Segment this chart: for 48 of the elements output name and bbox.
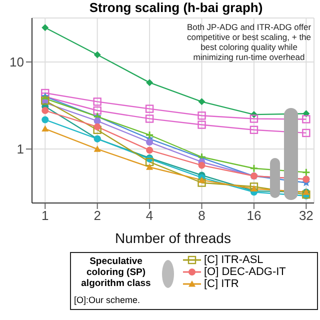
point <box>42 107 49 114</box>
point <box>94 51 101 58</box>
point <box>146 138 154 146</box>
point <box>93 126 102 134</box>
point <box>198 112 206 120</box>
legend-label: [O] DEC-ADG-IT <box>204 266 286 278</box>
point <box>145 158 154 166</box>
point <box>146 79 154 86</box>
point <box>146 146 154 154</box>
point <box>250 185 258 192</box>
annotation: Both JP-ADG and ITR-ADG offer competitive or best scaling, + the best coloring quality while minimizing run-time overhead <box>186 22 312 62</box>
point <box>93 98 102 106</box>
legend-label: [C] ITR <box>204 278 239 290</box>
x-tick-label: 8 <box>198 208 206 224</box>
point <box>198 176 206 183</box>
point <box>250 164 258 173</box>
point <box>250 114 258 123</box>
point <box>198 120 206 129</box>
point <box>94 146 101 152</box>
point <box>94 123 101 130</box>
point <box>94 117 101 124</box>
point <box>42 125 49 132</box>
text: Speculative coloring (SP) algorithm class <box>80 256 152 289</box>
point <box>93 106 102 115</box>
x-tick-label: 2 <box>94 208 101 224</box>
x-tick-label: 32 <box>298 208 314 224</box>
x-tick-label: 16 <box>246 208 262 224</box>
point <box>145 104 154 113</box>
point <box>145 130 154 140</box>
point <box>198 162 206 169</box>
text: [O]:Our scheme. <box>74 295 140 305</box>
point <box>198 98 206 106</box>
point <box>250 126 258 134</box>
point <box>302 128 310 138</box>
legend-label: [C] ITR-ASL <box>204 254 264 266</box>
point <box>42 24 49 32</box>
point <box>42 116 49 124</box>
point <box>198 178 206 187</box>
x-tick-label: 4 <box>146 208 154 224</box>
x-axis-title: Number of threads <box>115 230 231 246</box>
point <box>41 96 50 105</box>
point <box>250 182 258 191</box>
point <box>145 114 154 123</box>
x-tick-label: 1 <box>42 208 49 224</box>
chart-title: Strong scaling (h-bai graph) <box>88 0 264 15</box>
point <box>302 115 310 124</box>
point <box>146 164 154 170</box>
y-tick-label: 10 <box>10 54 24 70</box>
